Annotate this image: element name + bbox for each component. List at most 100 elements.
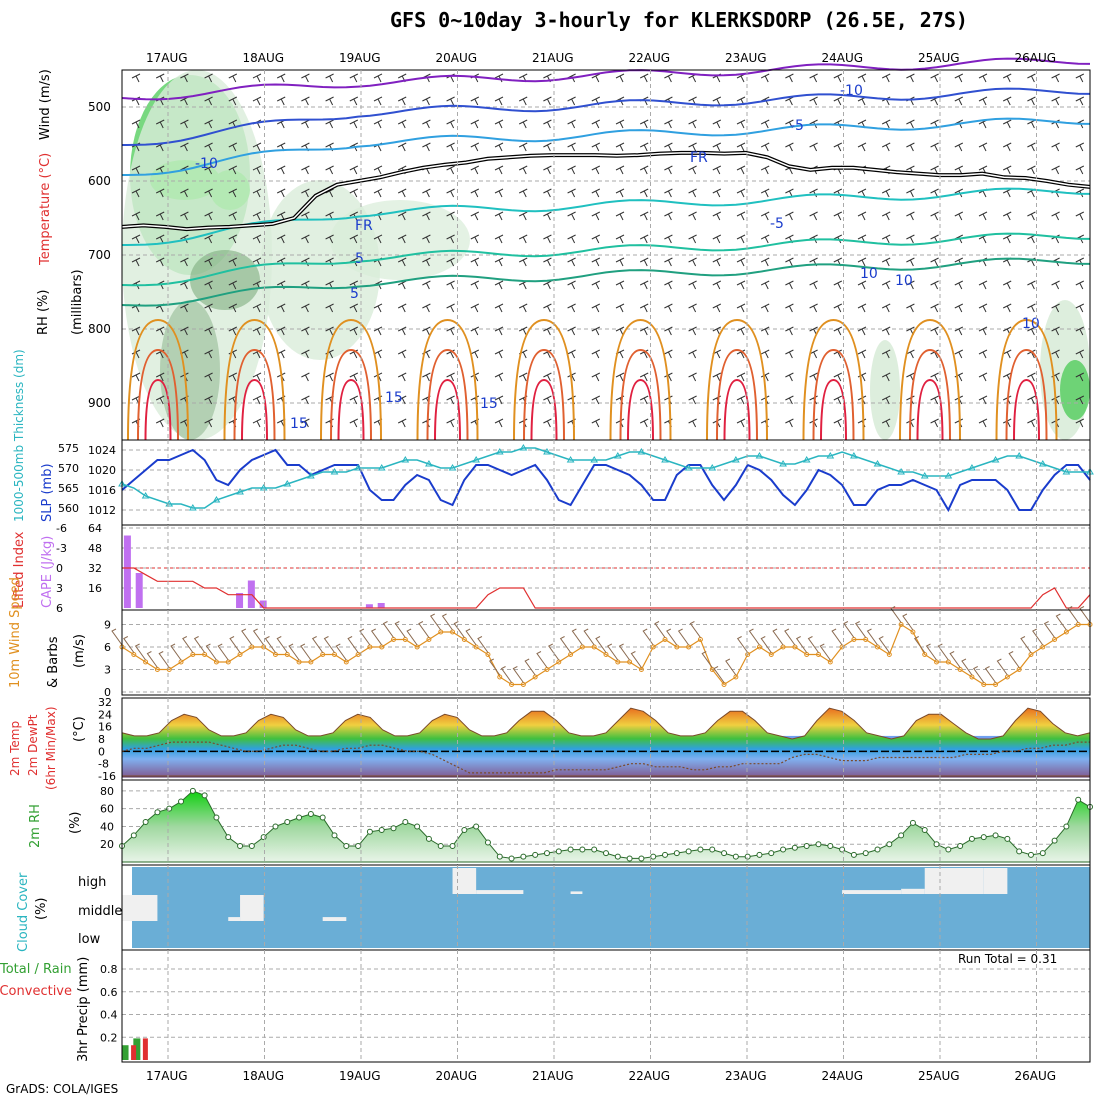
wind-barb [615,188,625,198]
rh-marker [189,787,196,794]
wind-barb [906,234,915,244]
date-label-top: 20AUG [436,51,478,65]
rh-marker [1075,796,1082,803]
wind-barb [785,211,794,221]
thickness-marker [661,456,669,463]
wind-barb [881,280,891,290]
date-axes: 17AUG 17AUG 18AUG 18AUG 19AUG 19AUG 20AUG 20AUG… [121,51,1091,1083]
li-tick-label: 0 [56,562,63,575]
wind-barb [470,257,480,267]
wind-barb [857,211,867,221]
thickness-marker [330,468,339,475]
wind-barb [180,326,189,336]
wind-barb [1002,234,1012,244]
rh-marker [744,853,751,860]
rh-tick-label: 80 [100,785,114,798]
rh-marker [272,823,279,830]
date-label-top: 26AUG [1015,51,1057,65]
wind-barb [1027,280,1036,290]
wind-barb [736,165,746,175]
wind-barb [881,142,891,152]
wind-barb-10m [949,651,961,668]
rh-marker [555,848,562,855]
wind-barb [930,395,939,405]
rh-shading [160,300,220,440]
wind-barb [664,349,673,359]
wind-barb [615,119,625,129]
wind-barb-10m [571,628,583,646]
wind-barb-10m [217,643,229,661]
rh-marker [614,853,621,860]
cloud-block [452,868,477,894]
warm-contour [802,318,865,441]
wind-barb [518,119,528,129]
wind-barb [470,188,480,198]
wind-barb [736,326,746,336]
wind-barb [930,326,939,336]
wind-barb [301,234,310,244]
wind-barb-10m [713,666,725,683]
wind-barb [494,349,504,359]
wind-barb [204,326,213,336]
cape-bar [135,573,143,608]
wind-barb-10m [807,636,819,653]
wind-barb [446,165,455,175]
wind-barb [1051,96,1060,106]
rh-shading [870,340,900,440]
precip-conv-bar [142,1038,148,1060]
wind-barb [1027,142,1036,152]
cloud-level-label: high [78,875,106,890]
wind-barb [155,418,165,428]
wind-barb [131,349,141,359]
wind-tick-label: 9 [104,619,111,632]
temp-label-unit: (°C) [72,716,87,742]
wind-barb [543,303,552,313]
wind-barb [954,280,964,290]
warm-contour [899,318,961,441]
wind-barb [252,73,262,83]
wind-barb-10m [477,636,489,653]
wind-barb [494,257,504,267]
rh-marker [461,827,468,833]
contour-label: 5 [350,286,359,302]
wind-barb-10m [666,628,678,646]
wind-barb [1075,303,1085,313]
rh-marker [685,848,692,855]
wind-barb [204,188,213,198]
wind-barb [543,234,552,244]
wind-barb [639,234,649,244]
rh-marker [803,843,810,849]
wind-barb-10m [489,658,501,676]
rh-marker [662,851,669,858]
wind-barb [688,165,697,175]
wind-barb [494,280,504,290]
wind-barb-10m [1020,636,1032,653]
wind-barb [567,257,576,267]
thickness-tick-label: 570 [58,462,79,475]
temp-area [121,707,1091,777]
wind-barb [954,165,964,175]
wind-barb [349,418,359,428]
rh-marker [968,835,975,842]
slp-label-thickness: 1000-500mb Thickness (dm) [12,349,26,522]
date-label-top: 18AUG [243,51,285,65]
wind-barb [567,280,576,290]
wind-barb-10m [182,636,194,653]
wind-barb [857,257,867,267]
wind-barb [760,188,770,198]
wind-barb-10m [536,651,548,668]
rh-marker [626,855,633,862]
date-label-bottom: 21AUG [532,1069,574,1083]
wind-barb [518,326,528,336]
warm-contour [723,378,751,441]
warm-contour [434,378,461,441]
wind-barb [615,73,625,83]
wind-barb [1075,257,1085,267]
thickness-marker [613,452,622,459]
wind-barb [857,73,867,83]
wind-barb [639,280,649,290]
wind-barb [204,280,213,290]
wind-barb [567,211,576,221]
wind-barb [446,349,455,359]
rh-shading [330,200,470,280]
